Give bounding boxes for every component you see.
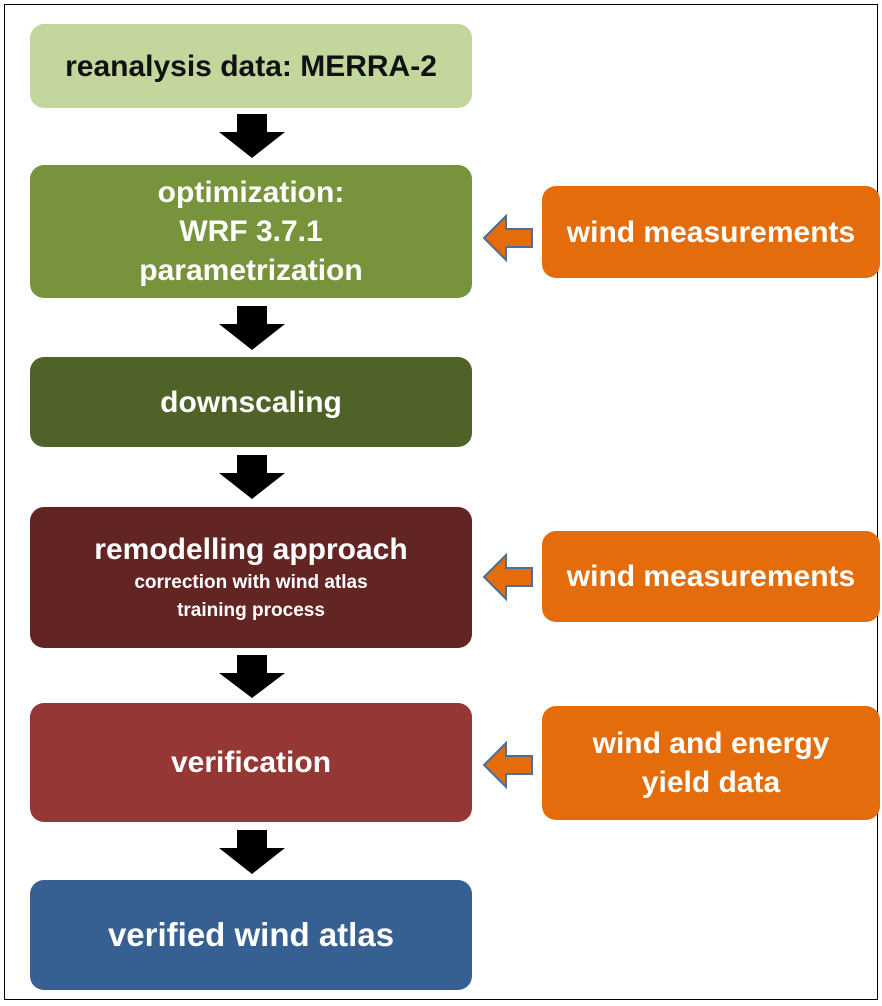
down-arrow: [219, 306, 285, 350]
down-arrow: [219, 455, 285, 499]
node: verification: [30, 703, 472, 822]
input-label: wind measurements: [566, 215, 856, 249]
input-label: wind measurements: [566, 560, 856, 593]
input-box: wind measurements: [542, 186, 880, 278]
left-arrow: [482, 740, 533, 790]
frame: [4, 4, 878, 1000]
node: verified wind atlas: [30, 880, 472, 990]
input-box: wind and energy yield data: [542, 706, 880, 820]
node: remodelling approach correction with win…: [30, 507, 472, 648]
node-label: downscaling: [160, 385, 342, 419]
left-arrow: [482, 552, 533, 602]
left-arrows: [482, 213, 533, 790]
node-sublabel: correction with wind atlas: [134, 571, 368, 593]
node-label: WRF 3.7.1: [179, 215, 323, 248]
node-label: reanalysis data: MERRA-2: [65, 49, 437, 83]
node: downscaling: [30, 357, 472, 447]
down-arrow: [219, 830, 285, 874]
node-label: optimization:: [157, 176, 345, 209]
input-box: wind measurements: [542, 531, 880, 622]
node-label: parametrization: [139, 254, 363, 287]
down-arrows: [219, 114, 285, 874]
input-label: wind and energy: [592, 727, 830, 760]
left-arrow: [482, 213, 533, 263]
node: optimization: WRF 3.7.1 parametrization: [30, 165, 472, 298]
node-sublabel: training process: [177, 600, 325, 621]
node-label: verification: [170, 746, 332, 779]
input-label: yield data: [641, 766, 781, 799]
node-label: verified wind atlas: [107, 915, 395, 953]
down-arrow: [219, 114, 285, 158]
node: reanalysis data: MERRA-2: [30, 24, 472, 108]
node-label: remodelling approach: [94, 532, 408, 566]
down-arrow: [219, 655, 285, 698]
